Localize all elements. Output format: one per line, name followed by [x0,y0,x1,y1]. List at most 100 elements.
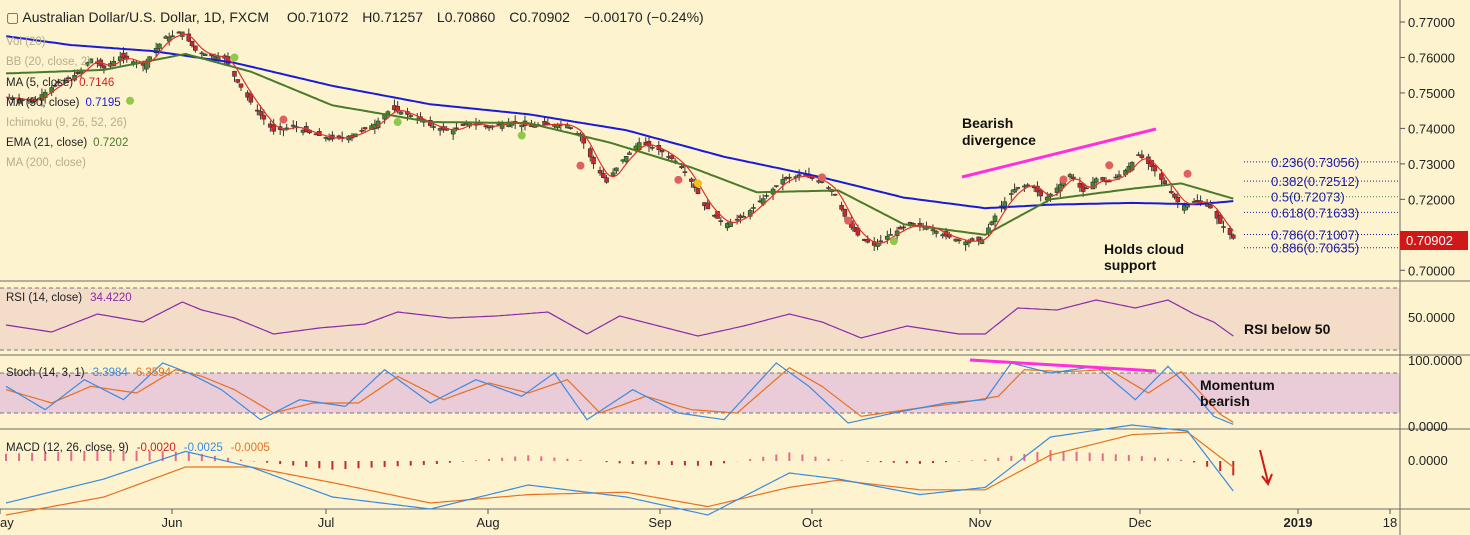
legend-bb[interactable]: BB (20, close, 2) [6,56,91,68]
fib-label: 0.786(0.71007) [1271,228,1359,243]
candle-body [1152,165,1158,172]
time-tick-label: Dec [1128,515,1152,530]
candle-body [819,181,825,183]
fib-label: 0.618(0.71633) [1271,205,1359,220]
time-tick-label: Sep [648,515,671,530]
legend-ma50[interactable]: MA (50, close) 0.7195 [6,97,121,109]
candle-body [989,221,995,225]
time-axis: ay Jun Jul Aug Sep Oct Nov Dec 2019 18 [0,509,1397,530]
signal-dot [576,161,585,170]
divergence-line-price[interactable] [961,127,1157,179]
candle-body [979,239,985,244]
low-label: L [437,9,445,25]
stoch-title[interactable]: Stoch (14, 3, 1) 3.3984 6.3594 [6,367,172,379]
candle-body [111,60,117,66]
candle-body [614,167,619,172]
stoch-k-line [5,362,1234,425]
candle-body [646,141,652,147]
annotation-holds-cloud: Holds cloud [1104,241,1184,257]
legend-ma200[interactable]: MA (200, close) [6,157,86,169]
candle-body [1214,211,1220,219]
candle-body [284,127,290,130]
candle-body [323,137,329,139]
candle-body [170,35,175,38]
fib-label: 0.236(0.73056) [1271,155,1359,170]
candle-body [1067,174,1073,178]
time-tick-label: 18 [1383,515,1397,530]
change-value: −0.00170 (−0.24%) [584,9,704,25]
collapse-icon[interactable]: ▢ [6,9,22,25]
candle-body [832,193,838,196]
legend-ma5[interactable]: MA (5, close) 0.7146 [6,77,114,89]
candle-body [679,166,684,169]
price-tick-label: 0.72000 [1408,192,1455,207]
signal-dot [393,118,402,127]
price-tick-label: 0.70000 [1408,263,1455,278]
candle-body [1100,177,1106,181]
candle-body [865,239,870,243]
price-tick-label: 0.77000 [1408,15,1455,30]
candle-body [232,71,237,77]
legend-ema21[interactable]: EMA (21, close) 0.7202 [6,137,128,149]
time-tick-label: Jun [162,515,183,530]
rsi-title[interactable]: RSI (14, close) 34.4220 [6,292,132,304]
time-tick-label: Aug [476,515,499,530]
candle-body [774,185,779,187]
candle-body [1221,226,1226,228]
candle-body [976,236,981,241]
candle-body [1084,187,1089,190]
candle-body [659,150,665,153]
time-tick-label: Jul [318,515,335,530]
stoch-d-line [5,366,1234,423]
candle-body [1015,187,1021,189]
candle-body [888,234,893,236]
candle-body [1002,201,1008,210]
overlays [5,33,1235,516]
ema21-line [5,52,1234,236]
candle-body [1116,174,1122,178]
time-tick-label: ay [0,515,14,530]
macd-pane [0,429,1400,509]
annotation-momentum: Momentum [1200,377,1275,393]
candle-body [1022,185,1027,188]
candle-body [741,216,746,218]
candle-body [751,207,756,209]
candle-body [1175,196,1181,203]
candle-body [258,110,263,116]
rsi-line [5,299,1234,339]
candle-body [29,101,35,104]
candle-body [809,177,815,179]
legend-vol[interactable]: Vol (20) [6,36,46,48]
price-scale[interactable] [1400,0,1470,535]
symbol-header: ▢ Australian Dollar/U.S. Dollar, 1D, FXC… [6,9,704,25]
candle-body [878,240,884,243]
legend-ichimoku[interactable]: Ichimoku (9, 26, 52, 26) [6,117,127,129]
candle-body [1139,154,1145,158]
candle-body [362,127,368,130]
close-label: C [509,9,519,25]
signal-dot [1059,175,1068,184]
candle-body [65,77,71,80]
candle-body [62,79,68,82]
candle-body [627,152,632,155]
candle-body [1012,189,1017,193]
candle-body [669,155,675,159]
candle-body [734,218,740,221]
fib-label: 0.382(0.72512) [1271,174,1359,189]
candle-body [601,173,606,178]
candle-body [992,215,998,223]
candle-body [359,130,365,132]
fib-label: 0.886(0.70635) [1271,241,1359,256]
candle-body [901,226,906,229]
candle-body [1217,215,1223,224]
candle-body [189,40,195,47]
divergence-line-stoch[interactable] [969,358,1157,373]
macd-title[interactable]: MACD (12, 26, close, 9) -0.0020 -0.0025 -0.… [6,442,270,454]
signal-dot [517,131,526,140]
candle-body [431,126,436,128]
candle-body [930,229,936,232]
stoch-tick-0: 0.0000 [1408,419,1448,434]
time-tick-label: Oct [802,515,823,530]
